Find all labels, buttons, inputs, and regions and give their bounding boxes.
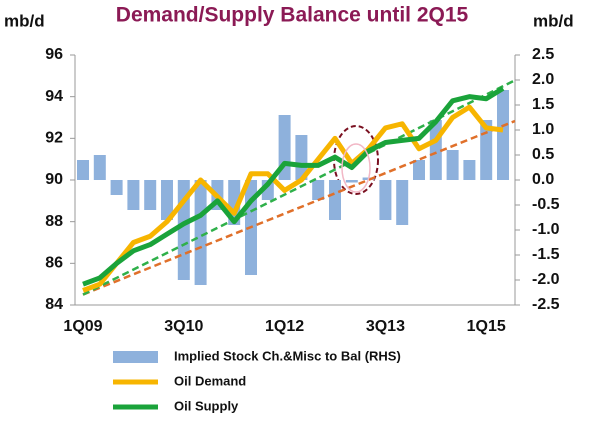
bar [295,135,308,180]
bar [329,180,341,220]
bar [446,150,459,180]
y-tick-label: 84 [45,296,63,313]
legend-swatch [113,351,158,363]
y-tick-label: 88 [45,213,63,230]
y2-tick-label: 0.0 [532,171,554,188]
x-tick-label: 1Q15 [467,318,506,335]
bar [413,160,425,180]
bar [161,180,173,220]
bar [110,180,123,195]
legend-label: Oil Demand [174,373,246,388]
y2-axis-label: mb/d [533,11,574,30]
y-tick-label: 90 [45,171,63,188]
bar [345,180,358,183]
y-tick-label: 96 [45,46,63,63]
line [82,104,504,293]
y2-tick-label: -1.0 [532,221,560,238]
y-tick-label: 86 [45,255,63,272]
x-tick-label: 1Q09 [63,318,102,335]
trend-line [82,119,516,296]
y-tick-label: 94 [45,88,63,105]
bar [312,180,325,200]
y-axis-label: mb/d [4,11,45,30]
bar [396,180,409,225]
y2-tick-label: -2.5 [532,296,560,313]
chart-title: Demand/Supply Balance until 2Q15 [116,4,469,27]
y2-tick-label: 2.0 [532,71,554,88]
x-tick-label: 3Q13 [366,318,405,335]
legend-label: Implied Stock Ch.&Misc to Bal (RHS) [174,348,401,363]
y2-tick-label: -2.0 [532,271,560,288]
y2-tick-label: 1.5 [532,96,554,113]
y2-tick-label: 0.5 [532,146,554,163]
bar [497,90,509,180]
y-tick-label: 92 [45,130,63,147]
bar [194,180,207,285]
x-tick-label: 1Q12 [265,318,304,335]
legend-label: Oil Supply [174,398,239,413]
bar [144,180,157,210]
y2-tick-label: -0.5 [532,196,560,213]
highlight-inner [341,143,371,193]
bar [463,160,476,180]
bar [93,155,106,180]
bar [77,160,89,180]
y2-tick-label: -1.5 [532,246,560,263]
bar [127,180,140,210]
y2-tick-label: 1.0 [532,121,554,138]
bar [379,180,392,220]
y2-tick-label: 2.5 [532,46,554,63]
x-tick-label: 3Q10 [164,318,203,335]
line [82,86,505,287]
